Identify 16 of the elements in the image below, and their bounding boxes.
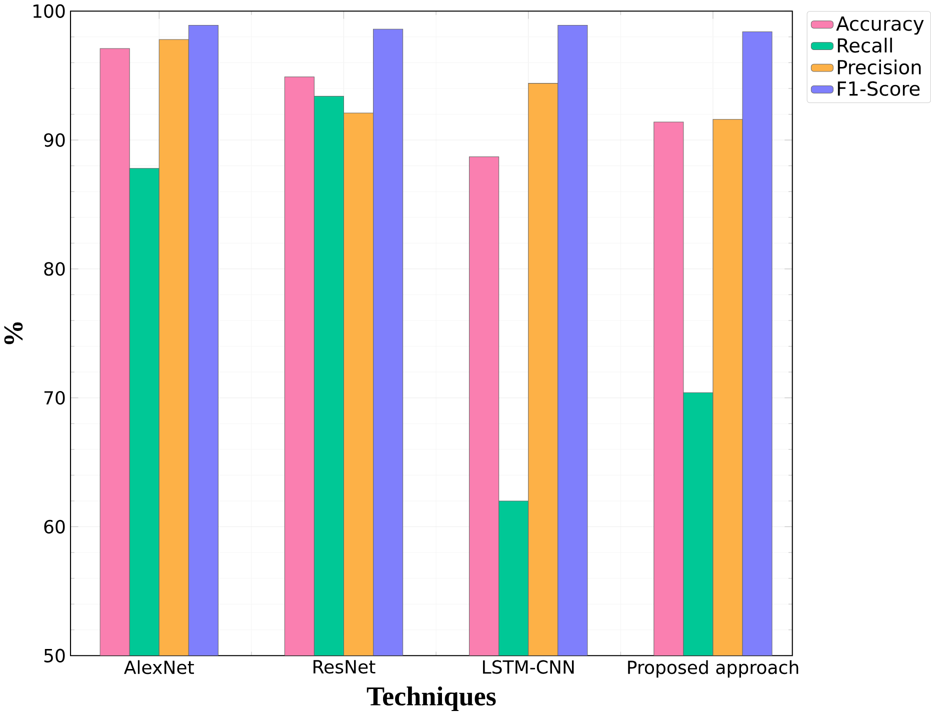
x-tick-label: AlexNet — [124, 660, 194, 674]
y-tick-label: 90 — [44, 133, 65, 147]
y-axis-title: % — [4, 322, 23, 344]
legend-label: F1-Score — [838, 81, 920, 96]
legend-label: Recall — [838, 38, 892, 53]
x-tick-label: Proposed approach — [628, 660, 798, 678]
x-axis-title: Techniques — [366, 686, 496, 711]
legend-label: Precision — [838, 59, 921, 74]
y-tick-label: 100 — [33, 4, 65, 18]
x-tick-label: LSTM-CNN — [483, 660, 574, 674]
y-tick-label: 60 — [44, 520, 65, 534]
y-tick-label: 80 — [44, 262, 65, 276]
y-tick-label: 50 — [44, 648, 65, 662]
x-tick-label: ResNet — [314, 660, 376, 674]
y-tick-label: 70 — [44, 390, 65, 404]
legend-label: Accuracy — [836, 16, 924, 34]
